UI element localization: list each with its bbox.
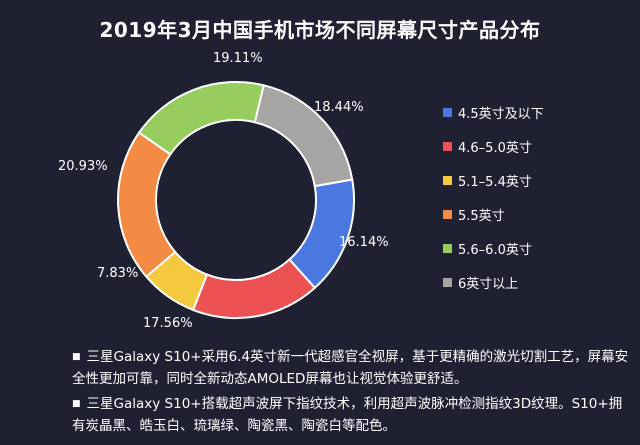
note-paragraph: ■ 三星Galaxy S10+搭载超声波屏下指纹技术，利用超声波脉冲检测指纹3D纹…	[72, 393, 632, 437]
legend-label: 5.6–6.0英寸	[458, 243, 532, 259]
legend-label: 5.1–5.4英寸	[458, 174, 532, 190]
donut-slice	[253, 84, 354, 188]
legend-item: 4.5英寸及以下	[443, 104, 544, 122]
note-paragraph: ■ 三星Galaxy S10+采用6.4英寸新一代超感官全视屏，基于更精确的激光切…	[72, 346, 632, 390]
legend-swatch	[443, 175, 452, 185]
bullet-icon: ■	[72, 352, 81, 362]
legend-label: 5.5英寸	[458, 209, 505, 225]
slice-value-label: 17.56%	[143, 316, 193, 331]
legend: 4.5英寸及以下 4.6–5.0英寸 5.1–5.4英寸 5.5英寸 5.6–6…	[443, 104, 544, 309]
slice-value-label: 18.44%	[314, 100, 364, 115]
slice-value-label: 19.11%	[213, 51, 263, 66]
legend-item: 4.6–5.0英寸	[443, 138, 544, 156]
legend-swatch	[443, 244, 452, 254]
slice-value-label: 20.93%	[58, 159, 108, 174]
bullet-icon: ■	[72, 399, 81, 409]
donut-slice	[137, 81, 265, 156]
legend-label: 6英寸以上	[458, 277, 519, 293]
donut-slice	[191, 258, 317, 319]
chart-title: 2019年3月中国手机市场不同屏幕尺寸产品分布	[99, 18, 541, 42]
legend-item: 6英寸以上	[443, 275, 544, 293]
legend-label: 4.6–5.0英寸	[458, 140, 532, 156]
note-text: 三星Galaxy S10+搭载超声波屏下指纹技术，利用超声波脉冲检测指纹3D纹理…	[72, 396, 623, 434]
legend-swatch	[443, 278, 452, 288]
note-text: 三星Galaxy S10+采用6.4英寸新一代超感官全视屏，基于更精确的激光切割…	[72, 349, 629, 387]
donut-chart: 16.14% 17.56% 7.83% 20.93% 19.11% 18.44%	[58, 51, 389, 331]
legend-item: 5.1–5.4英寸	[443, 172, 544, 190]
legend-item: 5.6–6.0英寸	[443, 241, 544, 259]
slice-value-label: 7.83%	[97, 266, 138, 281]
donut-slice	[117, 131, 177, 279]
legend-swatch	[443, 210, 452, 220]
slice-value-label: 16.14%	[339, 235, 389, 250]
legend-swatch	[443, 107, 452, 117]
notes: ■ 三星Galaxy S10+采用6.4英寸新一代超感官全视屏，基于更精确的激光切…	[72, 346, 632, 440]
legend-swatch	[443, 141, 452, 151]
legend-item: 5.5英寸	[443, 207, 544, 225]
legend-label: 4.5英寸及以下	[458, 106, 544, 122]
